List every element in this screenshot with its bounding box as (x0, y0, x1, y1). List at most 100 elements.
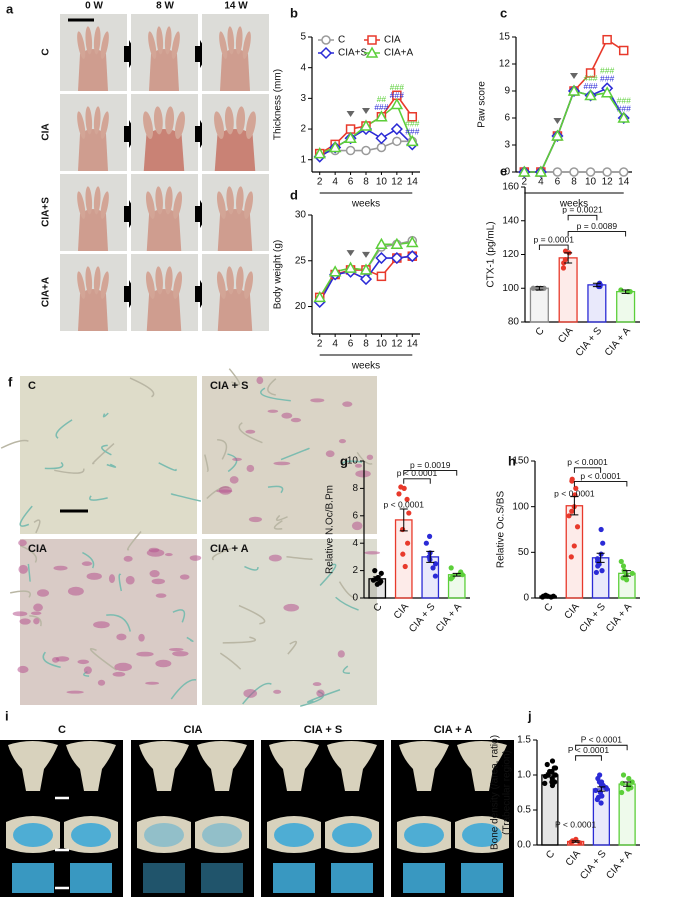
stain (33, 603, 43, 612)
data-point (344, 131, 357, 143)
paw-digit (85, 186, 93, 215)
bracket (575, 755, 602, 761)
image-label: CIA (28, 543, 47, 555)
data-point (618, 45, 629, 56)
data-point (585, 167, 596, 177)
paw-digit (156, 26, 164, 55)
error-bar (592, 282, 601, 288)
p-value: p < 0.0001 (580, 471, 621, 481)
stain (310, 398, 325, 403)
paw-palm (217, 209, 253, 251)
injection-arrow (346, 250, 355, 257)
stain (316, 689, 325, 698)
error-bar (544, 594, 553, 598)
y-tick-label: 2 (300, 124, 306, 135)
paw-digit (164, 26, 172, 55)
tissue-fiber (280, 447, 310, 461)
column-label: 8 W (156, 1, 174, 12)
y-tick-label: 5 (300, 32, 306, 43)
paw-digit (216, 191, 226, 219)
paw-digit (165, 186, 173, 215)
x-tick-label: CIA + A (434, 601, 464, 634)
y-tick-label: 0.0 (517, 840, 531, 851)
y-tick-label: 3 (300, 93, 306, 104)
data-point (600, 86, 614, 98)
significance: ### (600, 74, 614, 84)
injection-arrow (570, 73, 578, 79)
data-point (370, 577, 377, 583)
paw-photo (60, 14, 127, 91)
paw-digit (227, 26, 235, 55)
y-tick-label: 1.5 (517, 735, 531, 746)
data-point (577, 840, 583, 846)
paw-photo (202, 14, 269, 91)
y-tick-label: 1 (300, 154, 306, 165)
y-axis-title: Bone density (/area, ratio) (490, 735, 501, 850)
panel-label: i (5, 708, 9, 723)
injection-arrow (362, 107, 370, 114)
paw-photo (131, 14, 198, 91)
y-tick-label: 20 (295, 301, 307, 312)
data-point (620, 772, 627, 778)
y-tick-label: 3 (504, 140, 510, 151)
significance: ### (583, 81, 597, 91)
image-label: CIA + S (304, 724, 342, 736)
stain (66, 690, 84, 694)
bone-top (269, 741, 319, 791)
tissue-fiber (0, 439, 29, 449)
y-tick-label: 0 (504, 167, 510, 178)
paw-palm (220, 49, 250, 91)
trabecular (144, 823, 184, 847)
tissue-fiber (356, 451, 373, 465)
tissue-fiber (55, 419, 73, 439)
data-point (432, 573, 438, 579)
data-point (568, 554, 574, 560)
paw-palm (78, 289, 108, 331)
x-tick-label: CIA + S (574, 325, 605, 359)
data-point (402, 563, 408, 570)
x-tick-label: 6 (348, 339, 354, 350)
bone-mid (195, 816, 249, 853)
paw-photo (202, 174, 269, 251)
bar (565, 505, 584, 599)
data-point (375, 110, 388, 122)
bracket (573, 481, 628, 487)
data-point (328, 140, 342, 153)
tissue-fiber (82, 551, 95, 569)
x-tick-label: 6 (348, 177, 354, 188)
tissue-fiber (238, 604, 266, 625)
data-point (569, 478, 575, 484)
panel-label: b (290, 5, 298, 20)
data-point (623, 577, 630, 583)
x-axis-title: weeks (351, 199, 380, 210)
paw-digit (145, 271, 155, 299)
image-label: CIA + A (434, 724, 473, 736)
data-point (594, 796, 600, 803)
tissue-fiber (92, 442, 115, 465)
y-tick-label: 0 (523, 593, 529, 604)
paw-photo (131, 94, 198, 171)
paw-digit (148, 31, 157, 59)
y-tick-label: 9 (504, 86, 510, 97)
paw-digit (85, 266, 93, 295)
trabecular (71, 823, 111, 847)
p-value: p < 0.0001 (567, 457, 608, 467)
y-tick-label: 1.0 (517, 770, 531, 781)
paw-photo (60, 94, 127, 171)
x-tick-label: 2 (317, 339, 323, 350)
x-tick-label: 10 (376, 339, 388, 350)
stain (267, 409, 279, 413)
y-axis-title: Relative N.Oc/B.Pm (325, 485, 336, 574)
bone-top (66, 741, 116, 791)
data-point (540, 593, 546, 599)
tissue-fiber (275, 514, 288, 521)
y-axis-title: Body weight (g) (273, 240, 284, 309)
y-tick-label: 150 (512, 456, 529, 467)
bone-top (197, 741, 247, 791)
y-tick-label: 25 (295, 255, 307, 266)
tissue-fiber (89, 647, 117, 671)
bracket (403, 478, 431, 484)
stain (36, 589, 50, 597)
data-point (423, 540, 429, 546)
trabecular-core (70, 863, 112, 893)
